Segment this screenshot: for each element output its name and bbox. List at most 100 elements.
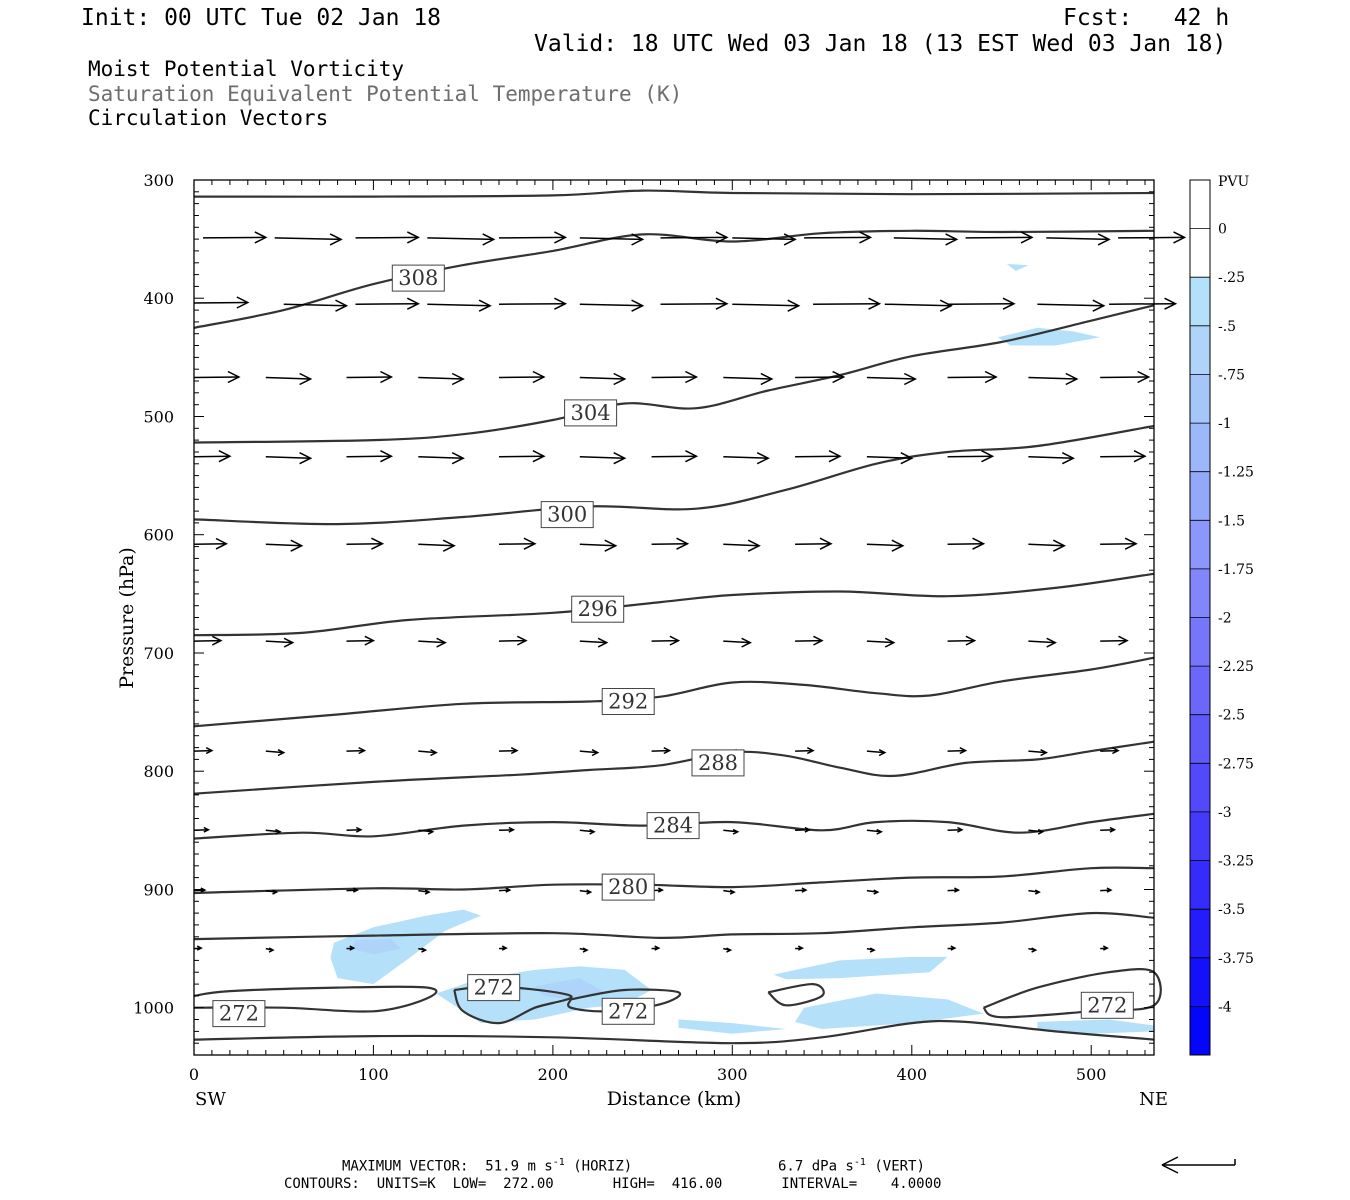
max-vector-label: MAXIMUM VECTOR: [342,1158,469,1175]
pv-region-4 [678,1019,787,1034]
vector-arrow [723,947,733,953]
contour-label: 272 [1080,991,1134,1019]
vector-arrow [651,450,699,463]
vector-arrow [795,450,842,463]
y-tick-label: 600 [143,526,174,545]
vector-arrow [651,370,699,384]
vector-arrow [1100,450,1147,463]
vector-arrow [193,537,228,550]
vector-arrow [1028,749,1048,757]
x-tick-label: 200 [538,1065,569,1084]
vector-arrow [651,747,672,755]
contour-label: 300 [540,501,594,529]
vector-arrow [265,637,295,648]
contour-label-text: 304 [571,401,611,425]
vector-arrow [651,537,690,550]
max-horiz-value: 51.9 m s [485,1158,553,1175]
contour-label-text: 308 [398,266,438,290]
contour-280-8 [193,866,1155,895]
vector-arrow [1100,537,1138,550]
vector-arrow [1100,370,1151,384]
contour-label: 280 [601,873,655,901]
horiz-tag: (HORIZ) [573,1158,633,1175]
vector-arrow [1028,372,1079,386]
contour-296-4 [193,572,1155,637]
colorbar-cell [1190,666,1210,715]
vector-arrow [965,231,1034,244]
vector-arrow [498,826,516,833]
vector-arrow [884,299,953,312]
valid-time: Valid: 18 UTC Wed 03 Jan 18 (13 EST Wed … [534,31,1227,57]
contour-label: 272 [212,1000,266,1028]
colorbar-label: -.25 [1218,270,1245,286]
colorbar-label: -1.5 [1218,513,1245,529]
colorbar-cell [1190,180,1210,229]
colorbar-label: 0 [1218,222,1227,238]
contour-label: 308 [391,264,445,292]
axis-tick-labels: 0 100 200 300 400 500 300 400 500 600 700 800 900 100… [133,171,1106,1084]
y-axis-title: Pressure (hPa) [116,547,138,689]
vector-arrow [579,947,589,953]
vector-arrow [866,539,905,552]
vector-arrow [732,233,797,246]
vector-arrow [723,452,770,465]
vector-arrow [1028,637,1057,648]
colorbar-label: -3.25 [1218,854,1254,870]
contour-308-1 [193,229,1155,329]
vector-arrow [346,826,363,833]
vector-arrow [723,539,761,552]
pv-region-8 [997,327,1101,346]
vector-arrow [418,947,428,953]
vector-arrow [579,299,645,312]
vector-arrow [579,828,596,835]
y-tick-label: 500 [143,408,174,427]
title-theta-es: Saturation Equivalent Potential Temperat… [88,82,683,106]
vector-arrow [346,450,394,463]
vector-arrow [355,297,420,310]
vector-arrow [418,749,438,757]
colorbar-label: -1.75 [1218,562,1254,578]
colorbar-cell [1190,374,1210,423]
pv-region-0 [330,909,482,985]
contour-label: 296 [571,595,625,623]
vector-arrow [579,637,609,648]
vector-arrow [660,231,729,244]
vector-arrow [418,828,435,835]
vector-arrow [947,887,961,893]
vector-arrow [202,231,268,244]
contour-label-text: 280 [608,875,648,899]
circulation-vectors [193,231,1187,953]
colorbar-cell [1190,714,1210,764]
colorbar-cell [1190,423,1210,472]
contour-label-text: 292 [608,690,648,714]
contour-272-12 [567,988,682,1013]
vector-arrow [1109,297,1178,310]
vector-arrow [265,828,282,835]
contour-label-text: 272 [608,999,648,1023]
contour-292-5 [193,656,1155,728]
vector-arrow [579,233,645,246]
colorbar-label: -1 [1218,416,1232,432]
vector-arrow [193,450,232,463]
vector-arrow [418,637,447,648]
vector-arrow [346,635,376,646]
contour-label: 304 [564,399,618,427]
contour-label-text: 272 [474,976,514,1000]
colorbar-label: -2 [1218,611,1232,627]
colorbar-cell [1190,277,1210,326]
vector-arrow [723,372,774,386]
vector-arrow [355,231,420,244]
vector-arrow [866,372,917,386]
vert-tag: (VERT) [874,1158,925,1175]
vector-arrow [866,637,896,648]
colorbar-label: -2.75 [1218,756,1254,772]
vector-arrow [813,297,882,310]
vector-arrow [1100,826,1117,833]
colorbar-cell [1190,909,1210,958]
pv-region-6 [795,993,984,1029]
vector-arrow [579,372,627,386]
vector-arrow [866,452,914,465]
vector-arrow [795,887,808,893]
vector-arrow [1028,828,1045,835]
vector-arrow [1100,945,1109,951]
